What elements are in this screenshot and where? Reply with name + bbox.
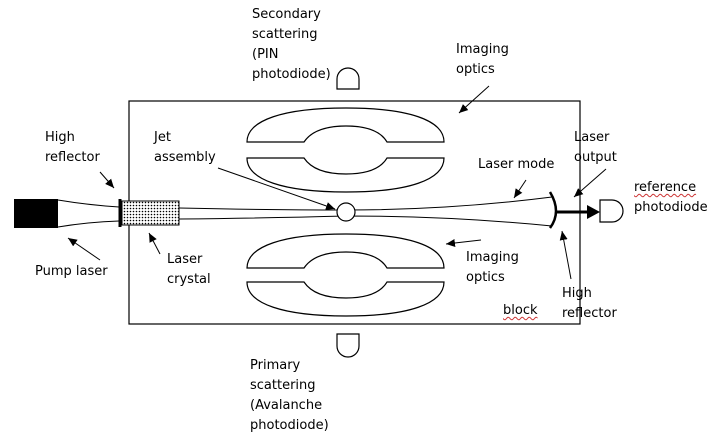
label-laser-crystal: Laser crystal xyxy=(167,252,211,287)
arrow-laser-output xyxy=(573,168,607,198)
arrow-laser-mode xyxy=(513,179,527,199)
arrow-jet-assembly xyxy=(217,167,336,210)
label-pump-laser: Pump laser xyxy=(35,264,108,279)
label-block: block xyxy=(503,303,538,318)
laser-mode-upper xyxy=(178,196,553,211)
top-mirror-lower xyxy=(246,157,445,193)
output-beam-arrowhead xyxy=(587,205,600,219)
top-mirror-upper xyxy=(246,107,445,143)
label-high-reflector-left: High reflector xyxy=(45,130,100,165)
reference-photodiode xyxy=(599,199,624,223)
arrow-laser-crystal xyxy=(148,232,161,255)
arrow-imaging-optics-top xyxy=(458,85,490,114)
avalanche-photodiode xyxy=(336,333,360,358)
label-primary-scattering: Primary scattering (Avalanche photodiode… xyxy=(250,358,329,433)
label-laser-mode: Laser mode xyxy=(478,157,555,172)
label-laser-output: Laser output xyxy=(574,130,617,165)
label-reference-photodiode: reference photodiode xyxy=(634,180,708,215)
label-jet-assembly: Jet assembly xyxy=(154,130,216,165)
pump-beam xyxy=(57,199,120,228)
arrow-high-reflector-left xyxy=(99,171,115,189)
arrow-pump-laser xyxy=(67,237,101,261)
pin-photodiode xyxy=(336,67,360,90)
pump-laser xyxy=(14,199,58,228)
arrow-high-reflector-right xyxy=(559,230,572,280)
jet-circle xyxy=(336,202,356,222)
label-high-reflector-right: High reflector xyxy=(562,286,617,321)
arrow-imaging-optics-bottom xyxy=(445,239,482,247)
label-secondary-scattering: Secondary scattering (PIN photodiode) xyxy=(252,7,331,82)
laser-mode-lower xyxy=(178,215,553,227)
label-imaging-optics-top: Imaging optics xyxy=(456,42,509,77)
bottom-mirror-lower xyxy=(246,281,445,317)
label-imaging-optics-bottom: Imaging optics xyxy=(466,250,519,285)
bottom-mirror-upper xyxy=(246,233,445,269)
laser-crystal xyxy=(121,200,180,226)
